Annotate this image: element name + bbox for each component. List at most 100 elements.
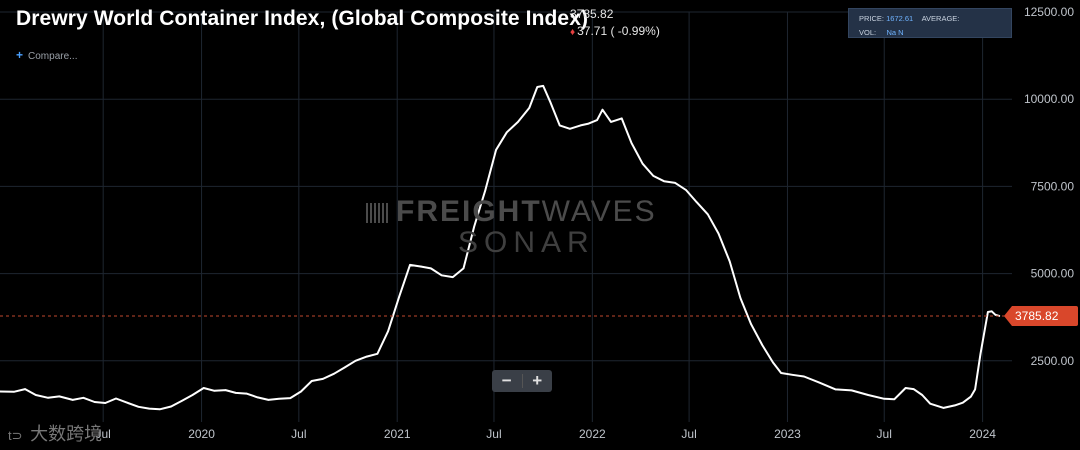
freightwaves-watermark: FREIGHTWAVES	[366, 195, 657, 229]
data-point	[289, 397, 292, 399]
zoom-controls: − +	[492, 370, 552, 392]
x-tick-label: 2021	[384, 427, 411, 441]
down-arrow-icon: ♦	[570, 27, 576, 38]
x-tick-label: 2020	[188, 427, 215, 441]
x-tick-label: Jul	[877, 427, 892, 441]
data-point	[674, 182, 676, 184]
data-point	[24, 388, 26, 390]
data-point	[170, 405, 172, 408]
zoom-out-button[interactable]: −	[501, 371, 512, 390]
data-point	[440, 274, 443, 277]
data-point	[365, 355, 368, 358]
zoom-in-button[interactable]: +	[532, 371, 543, 390]
compare-button[interactable]: + Compare...	[16, 48, 77, 62]
last-price-tag: 3785.82	[1004, 305, 1078, 326]
data-point	[420, 265, 423, 268]
x-axis: Jul 2020 Jul 2021 Jul 2022 Jul 2023 Jul 2024	[96, 427, 997, 441]
data-point	[791, 374, 794, 376]
data-point	[137, 406, 140, 408]
vol-value: Na N	[886, 28, 904, 37]
data-point	[954, 404, 956, 407]
watermark-brand-light: WAVES	[541, 195, 657, 228]
data-point	[962, 401, 964, 404]
data-point	[750, 323, 752, 326]
price-change-value: 37.71 ( -0.99%)	[577, 24, 660, 38]
data-point	[652, 175, 655, 177]
price-label: PRICE:	[859, 14, 885, 23]
data-point	[663, 180, 665, 182]
data-point	[159, 408, 161, 411]
price-tag-shape	[1004, 305, 1078, 326]
data-point	[987, 311, 989, 313]
y-tick-label: 2500.00	[1031, 354, 1075, 368]
price-change: ♦ 37.71 ( -0.99%)	[570, 24, 660, 38]
x-tick-label: Jul	[486, 427, 501, 441]
data-point	[685, 189, 687, 191]
data-point	[354, 360, 357, 362]
source-logo-icon: t⊃	[8, 428, 27, 443]
compare-label: Compare...	[28, 51, 78, 62]
data-point	[0, 390, 1, 393]
data-point	[202, 387, 205, 389]
data-point	[267, 399, 270, 401]
x-tick-label: 2023	[774, 427, 801, 441]
data-point	[970, 395, 972, 398]
data-point	[883, 398, 885, 400]
data-point	[974, 388, 976, 391]
data-point	[893, 398, 896, 401]
chart-title: Drewry World Container Index, (Global Co…	[16, 7, 589, 30]
source-watermark: t⊃ 大数跨境	[8, 420, 102, 446]
data-point	[430, 267, 432, 270]
data-point	[990, 310, 993, 313]
data-point	[47, 397, 49, 399]
data-point	[473, 225, 476, 228]
freightwaves-logo-icon	[366, 203, 388, 223]
data-point	[834, 388, 837, 391]
data-point	[300, 390, 302, 393]
data-point	[780, 372, 782, 374]
zoom-divider	[521, 374, 523, 388]
data-point	[452, 276, 454, 278]
data-point	[278, 398, 280, 400]
data-point	[495, 149, 497, 151]
data-point	[569, 128, 571, 130]
data-point	[104, 402, 107, 404]
data-point	[344, 366, 346, 369]
y-tick-label: 10000.00	[1024, 92, 1074, 106]
data-point	[115, 397, 117, 400]
data-point	[994, 314, 997, 316]
y-tick-label: 12500.00	[1024, 5, 1074, 19]
sonar-watermark: SONAR	[458, 226, 595, 259]
data-point	[904, 387, 907, 389]
data-point	[818, 381, 820, 384]
data-point	[333, 372, 335, 375]
data-point	[181, 400, 183, 402]
plus-icon: +	[16, 48, 24, 62]
data-point	[717, 232, 720, 235]
x-tick-label: 2024	[969, 427, 996, 441]
last-price: 3785.82	[570, 7, 614, 21]
data-point	[484, 189, 487, 191]
data-point	[641, 162, 644, 165]
data-points	[0, 85, 1000, 411]
data-point	[867, 394, 869, 396]
average-label: AVERAGE:	[921, 14, 960, 23]
source-watermark-text: 大数跨境	[30, 424, 103, 444]
data-point	[409, 264, 411, 266]
data-point	[942, 407, 945, 409]
data-point	[929, 402, 931, 405]
data-point	[235, 392, 237, 394]
data-point	[245, 392, 248, 395]
data-point	[620, 117, 623, 120]
price-row: PRICE: 1672.61 AVERAGE:	[859, 14, 959, 23]
vol-label: VOL:	[859, 28, 877, 37]
data-point	[387, 330, 389, 333]
data-point	[93, 401, 96, 403]
data-point	[695, 201, 698, 203]
price-value: 1672.61	[886, 14, 914, 23]
data-point	[126, 401, 128, 404]
data-point	[601, 108, 604, 111]
data-point	[558, 124, 561, 127]
price-tag-label: 3785.82	[1015, 309, 1059, 323]
y-axis: 2500.00 5000.00 7500.00 10000.00 12500.00	[1024, 5, 1074, 368]
